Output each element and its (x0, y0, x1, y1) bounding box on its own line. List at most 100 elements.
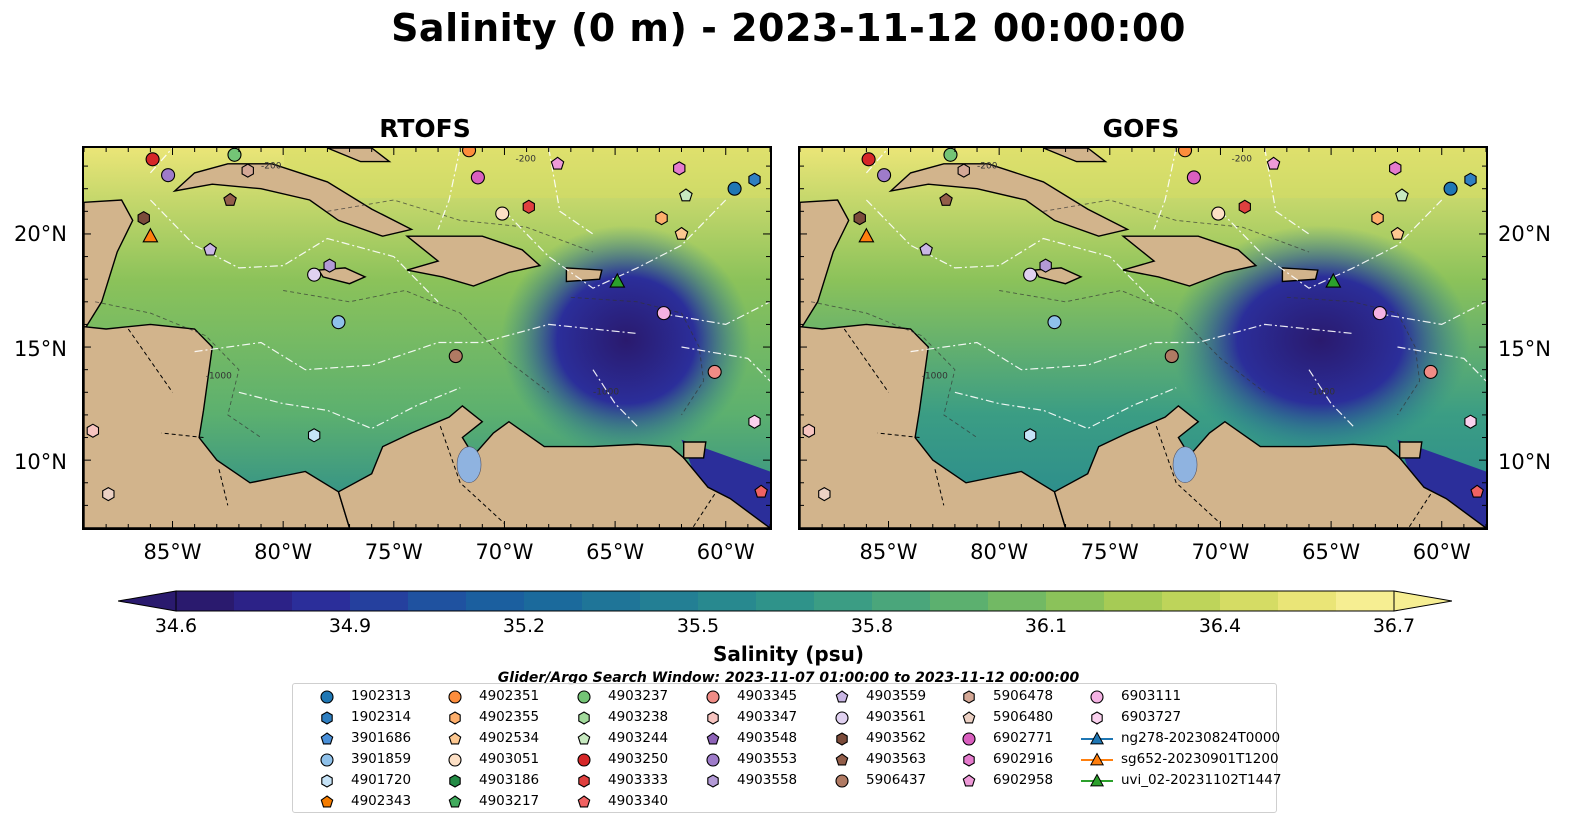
country-border (161, 432, 204, 438)
legend-label: 6902771 (993, 730, 1054, 746)
legend-marker-icon (1091, 711, 1103, 725)
legend-label: 6903111 (1121, 688, 1182, 704)
legend-label: 4901720 (351, 772, 412, 788)
legend-label: 4902534 (479, 730, 540, 746)
legend-symbol (448, 732, 462, 745)
colorbar-segment (524, 591, 583, 611)
map-marker-1902313 (1443, 181, 1458, 196)
colorbar-extend-low (118, 590, 177, 612)
legend-triangle (1089, 752, 1105, 766)
legend: 1902313 1902314 3901686 3901859 4901720 49023… (292, 683, 1281, 813)
legend-marker-icon (321, 711, 333, 725)
contour-label: -1000 (206, 372, 232, 382)
colorbar-segment (350, 591, 409, 611)
map-marker-4902351 (1177, 148, 1193, 158)
legend-label: 4903561 (866, 709, 927, 725)
map-marker-4903558 (1039, 258, 1052, 273)
legend-marker-icon (707, 711, 719, 725)
map-marker-3901859 (331, 315, 346, 330)
map-marker-4903559 (919, 242, 933, 256)
contour-label: -1000 (1309, 388, 1335, 398)
legend-symbol (706, 732, 720, 745)
legend-marker-icon (706, 753, 720, 767)
map-panel-gofs[interactable]: -200 -1000 -1000 -200 (798, 146, 1488, 530)
eez-boundary-line (1375, 301, 1486, 326)
legend-label: 4902343 (351, 793, 412, 809)
panel-title-rtofs: RTOFS (379, 114, 471, 143)
legend-label: 4903548 (737, 730, 798, 746)
colorbar-extend-high (1393, 590, 1452, 612)
lat-label-20n-right: 20°N (1498, 222, 1551, 246)
map-panel-rtofs[interactable]: -200 -1000 -1000 -200 (82, 146, 772, 530)
legend-label: 4903217 (479, 793, 540, 809)
map-canvas-rtofs: -200 -1000 -1000 -200 (84, 148, 770, 528)
colorbar-segment (1104, 591, 1163, 611)
legend-symbol (707, 711, 719, 725)
colorbar-tick-label: 35.8 (850, 615, 894, 637)
country-border (1155, 426, 1221, 524)
eez-boundary-line (504, 199, 727, 289)
legend-label: 4903244 (608, 730, 669, 746)
legend-symbol (577, 732, 591, 745)
legend-marker-icon (577, 690, 591, 704)
map-marker-4903562 (137, 210, 150, 226)
legend-label: 6903727 (1121, 709, 1182, 725)
lon-label: 60°W (696, 540, 755, 564)
legend-symbol (577, 690, 591, 704)
legend-marker-icon (577, 732, 591, 745)
bathymetry-contour (1286, 296, 1421, 416)
legend-label: 4903553 (737, 751, 798, 767)
country-border (934, 469, 945, 506)
map-marker-4901720 (1023, 428, 1037, 443)
map-marker-4903237 (227, 148, 242, 162)
legend-symbol (448, 795, 462, 808)
colorbar-tick-label: 36.7 (1372, 615, 1416, 637)
lat-label-20n-left: 20°N (14, 222, 67, 246)
map-marker-uvi_02 (609, 272, 626, 288)
legend-marker-icon (706, 690, 720, 704)
lon-label: 75°W (1080, 540, 1139, 564)
map-marker-5906478 (957, 163, 970, 178)
eez-boundary-line (238, 387, 461, 430)
land-puertorico (1281, 267, 1319, 283)
land-hispaniola (1121, 235, 1258, 287)
colorbar-tick-label: 34.6 (154, 615, 198, 637)
legend-symbol (962, 774, 976, 787)
legend-marker-icon (577, 795, 591, 808)
map-marker-6903727 (1464, 414, 1477, 429)
map-marker-1902313 (727, 181, 742, 196)
legend-label: 6902958 (993, 772, 1054, 788)
bathymetry-contour (327, 199, 594, 253)
map-marker-4903347b (102, 486, 115, 502)
map-marker-6902771 (1186, 170, 1201, 185)
country-border (439, 426, 505, 524)
lat-label-15n-right: 15°N (1498, 337, 1551, 361)
legend-label: 4902351 (479, 688, 540, 704)
map-marker-uvi_02 (1325, 272, 1342, 288)
legend-symbol (707, 774, 719, 788)
map-marker-4903563 (939, 192, 953, 206)
legend-label: 4903562 (866, 730, 927, 746)
map-marker-4903340 (754, 484, 768, 498)
eez-boundary-line (910, 323, 1354, 371)
eez-boundary-line (659, 301, 770, 326)
colorbar (118, 590, 1452, 612)
map-marker-4902534 (674, 226, 689, 240)
map-marker-4902351 (461, 148, 477, 158)
legend-marker-icon (578, 774, 590, 788)
land-southamerica (337, 404, 770, 528)
map-marker-4903553 (161, 168, 176, 183)
map-marker-4903559 (203, 242, 217, 256)
map-marker-4903561 (1023, 267, 1038, 282)
lat-label-10n-right: 10°N (1498, 450, 1551, 474)
legend-symbol (448, 753, 462, 767)
eez-boundary-line (548, 148, 594, 235)
colorbar-segment (640, 591, 699, 611)
legend-marker-icon (963, 690, 975, 704)
legend-label: 4903237 (608, 688, 669, 704)
legend-marker-icon (706, 732, 720, 745)
colorbar-segment (1046, 591, 1105, 611)
map-marker-4903237 (943, 148, 958, 162)
map-marker-6902916 (673, 161, 686, 176)
eez-boundary-line (149, 199, 439, 303)
